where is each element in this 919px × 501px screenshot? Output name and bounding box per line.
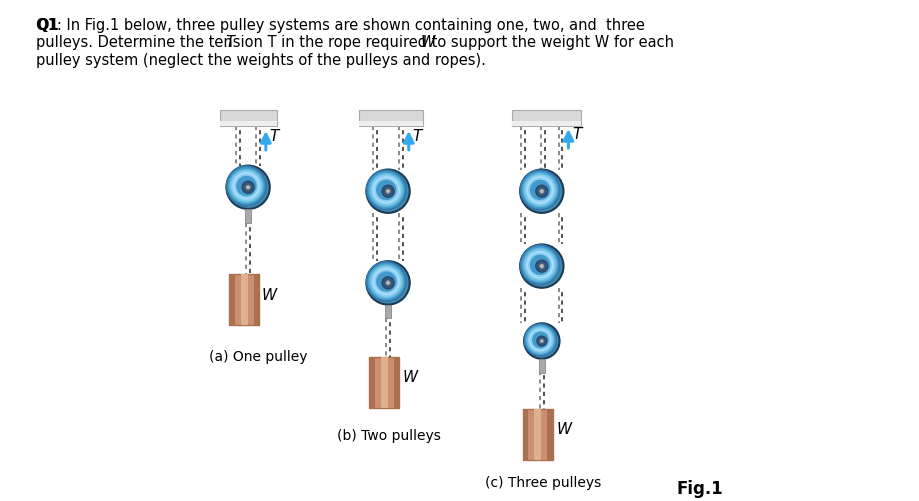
Circle shape xyxy=(226,165,267,206)
Circle shape xyxy=(374,270,398,294)
Circle shape xyxy=(536,185,548,197)
Circle shape xyxy=(367,169,410,213)
Circle shape xyxy=(242,181,255,193)
FancyBboxPatch shape xyxy=(230,274,234,325)
Text: T: T xyxy=(270,129,279,143)
FancyBboxPatch shape xyxy=(369,357,399,408)
Circle shape xyxy=(366,169,407,210)
FancyBboxPatch shape xyxy=(380,357,388,408)
Circle shape xyxy=(527,176,554,203)
Circle shape xyxy=(386,281,391,285)
Circle shape xyxy=(369,265,403,299)
Circle shape xyxy=(530,330,550,350)
Circle shape xyxy=(372,268,400,295)
FancyBboxPatch shape xyxy=(539,359,545,373)
Circle shape xyxy=(532,332,549,348)
Circle shape xyxy=(539,189,544,193)
FancyBboxPatch shape xyxy=(230,274,259,325)
Circle shape xyxy=(226,165,270,209)
Circle shape xyxy=(524,323,560,359)
Text: Q1: In Fig.1 below, three pulley systems are shown containing one, two, and  thr: Q1: In Fig.1 below, three pulley systems… xyxy=(36,18,675,68)
Text: Fig.1: Fig.1 xyxy=(676,480,723,498)
Circle shape xyxy=(521,246,559,284)
Text: T: T xyxy=(413,129,422,143)
FancyBboxPatch shape xyxy=(220,121,277,126)
FancyBboxPatch shape xyxy=(245,209,251,223)
Circle shape xyxy=(371,174,402,205)
FancyBboxPatch shape xyxy=(548,409,552,460)
Circle shape xyxy=(382,277,394,289)
Circle shape xyxy=(527,251,554,279)
Circle shape xyxy=(519,169,561,210)
Circle shape xyxy=(376,272,396,292)
FancyBboxPatch shape xyxy=(512,110,581,126)
Text: W: W xyxy=(421,36,435,51)
Circle shape xyxy=(536,260,548,272)
Circle shape xyxy=(528,178,552,202)
Circle shape xyxy=(530,180,550,200)
Circle shape xyxy=(528,253,552,277)
Circle shape xyxy=(525,249,555,280)
FancyBboxPatch shape xyxy=(534,409,541,460)
FancyBboxPatch shape xyxy=(523,409,528,460)
FancyBboxPatch shape xyxy=(220,110,277,126)
Text: T: T xyxy=(573,127,582,142)
Circle shape xyxy=(537,336,547,346)
FancyBboxPatch shape xyxy=(523,409,552,460)
Circle shape xyxy=(368,263,405,301)
Text: W: W xyxy=(403,370,418,385)
FancyBboxPatch shape xyxy=(369,357,375,408)
Circle shape xyxy=(376,180,396,200)
Text: (c) Three pulleys: (c) Three pulleys xyxy=(484,476,601,490)
Circle shape xyxy=(231,170,262,201)
Circle shape xyxy=(367,261,410,305)
Circle shape xyxy=(523,247,557,282)
Circle shape xyxy=(369,173,403,207)
Circle shape xyxy=(524,323,557,357)
FancyBboxPatch shape xyxy=(385,305,391,318)
FancyBboxPatch shape xyxy=(393,357,399,408)
Circle shape xyxy=(519,244,561,286)
Circle shape xyxy=(529,329,551,351)
Text: Q1: Q1 xyxy=(36,18,59,33)
Circle shape xyxy=(525,174,555,205)
Circle shape xyxy=(520,244,563,288)
Circle shape xyxy=(371,266,402,297)
Circle shape xyxy=(233,172,260,199)
Circle shape xyxy=(386,189,391,193)
Text: (a) One pulley: (a) One pulley xyxy=(209,350,307,364)
FancyBboxPatch shape xyxy=(254,274,259,325)
Circle shape xyxy=(246,185,250,189)
Circle shape xyxy=(234,174,258,198)
Text: W: W xyxy=(557,422,572,437)
Circle shape xyxy=(521,171,559,209)
Circle shape xyxy=(523,173,557,207)
FancyBboxPatch shape xyxy=(241,274,248,325)
Circle shape xyxy=(374,178,398,202)
Circle shape xyxy=(229,169,264,203)
Circle shape xyxy=(372,176,400,203)
Text: T: T xyxy=(225,36,234,51)
Circle shape xyxy=(366,261,407,302)
Circle shape xyxy=(525,325,556,355)
Circle shape xyxy=(540,339,543,343)
Text: (b) Two pulleys: (b) Two pulleys xyxy=(336,429,441,443)
Circle shape xyxy=(236,176,256,196)
Circle shape xyxy=(530,255,550,275)
Circle shape xyxy=(539,264,544,268)
Circle shape xyxy=(528,327,553,353)
FancyBboxPatch shape xyxy=(512,121,581,126)
Circle shape xyxy=(382,185,394,197)
FancyBboxPatch shape xyxy=(359,121,423,126)
Circle shape xyxy=(527,326,554,354)
Circle shape xyxy=(228,167,266,205)
Circle shape xyxy=(368,171,405,209)
Text: W: W xyxy=(262,288,277,303)
FancyBboxPatch shape xyxy=(359,110,423,126)
Circle shape xyxy=(520,169,563,213)
